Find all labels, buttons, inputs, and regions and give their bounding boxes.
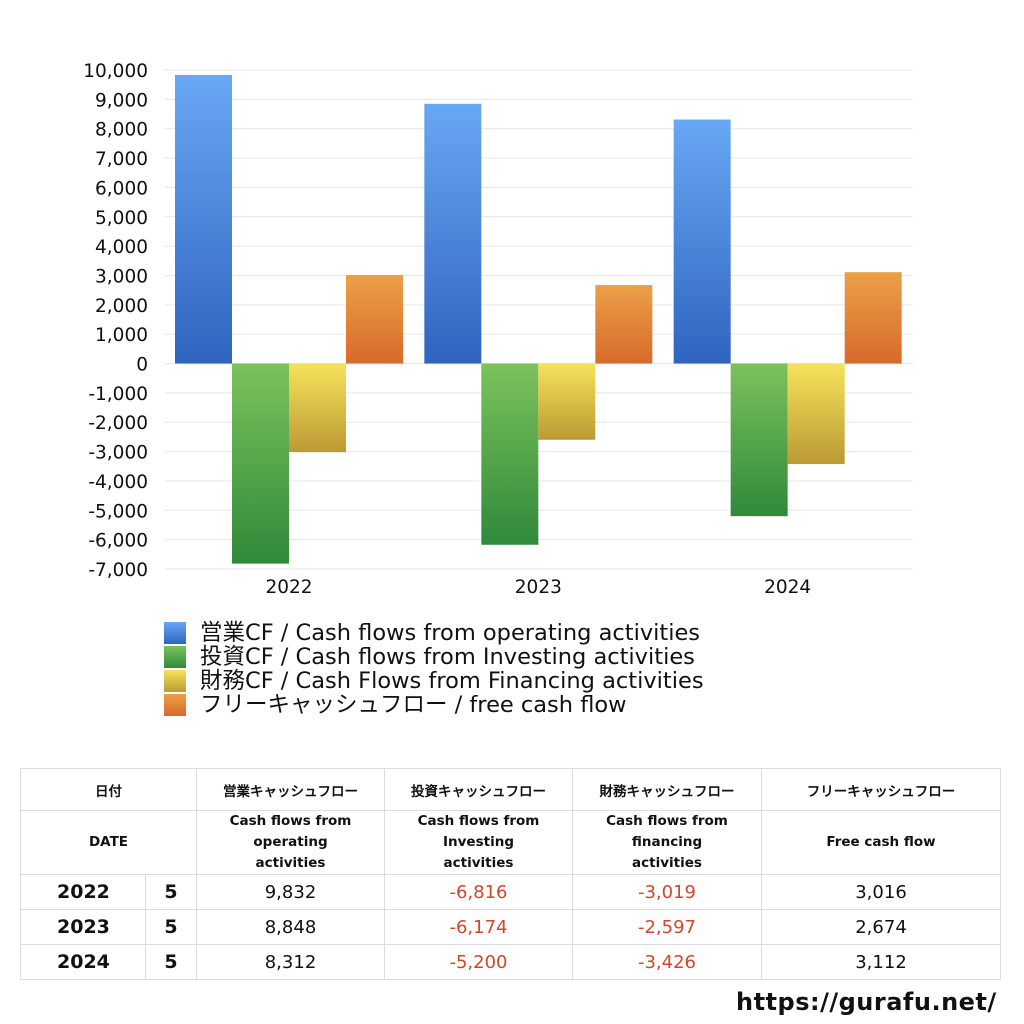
legend-label-free: フリーキャッシュフロー / free cash flow	[200, 692, 627, 718]
y-tick-label: 0	[136, 355, 148, 376]
y-axis-ticks: 10,000 9,000 8,000 7,000 6,000 5,000 4,000 3,00…	[83, 61, 148, 581]
legend-swatch-financing	[164, 670, 186, 692]
x-tick-label: 2022	[265, 577, 312, 598]
table-header-en: DATE Cash flows from operating activitie…	[20, 810, 1001, 875]
header-financing-jp: 財務キャッシュフロー	[572, 768, 762, 811]
row-free: 2,674	[761, 909, 1001, 945]
y-tick-label: 9,000	[95, 90, 148, 111]
row-free: 3,016	[761, 874, 1001, 910]
y-tick-label: 1,000	[95, 325, 148, 346]
header-financing-en-text: Cash flows from financing activities	[606, 813, 728, 871]
header-operating-en: Cash flows from operating activities	[196, 810, 385, 875]
row-financing: -2,597	[572, 909, 762, 945]
bar-investing-2024	[730, 363, 788, 517]
legend-label-operating: 営業CF / Cash flows from operating activit…	[200, 620, 701, 646]
bar-operating-2024	[673, 119, 731, 364]
row-free: 3,112	[761, 944, 1001, 980]
legend-item-investing: 投資CF / Cash flows from Investing activit…	[164, 645, 704, 669]
bar-financing-2024	[787, 363, 845, 465]
y-tick-label: 5,000	[95, 208, 148, 229]
legend-swatch-operating	[164, 622, 186, 644]
legend-item-financing: 財務CF / Cash Flows from Financing activit…	[164, 669, 704, 693]
row-investing: -5,200	[384, 944, 573, 980]
y-tick-label: 6,000	[95, 178, 148, 199]
bar-free-2023	[595, 285, 653, 364]
site-url[interactable]: https://gurafu.net/	[736, 988, 997, 1016]
bar-operating-2023	[424, 103, 482, 364]
row-year: 2022	[20, 874, 146, 910]
x-tick-label: 2023	[515, 577, 562, 598]
bar-free-2024	[844, 272, 902, 364]
bar-investing-2022	[232, 363, 289, 564]
y-tick-label: 8,000	[95, 120, 148, 141]
y-tick-label: 4,000	[95, 237, 148, 258]
y-tick-label: -7,000	[88, 560, 148, 581]
row-operating: 9,832	[196, 874, 385, 910]
chart-bars	[175, 74, 902, 564]
header-operating-jp: 営業キャッシュフロー	[196, 768, 385, 811]
row-operating: 8,848	[196, 909, 385, 945]
bar-operating-2022	[175, 74, 232, 364]
header-date-jp: 日付	[20, 768, 197, 811]
bar-investing-2023	[481, 363, 539, 545]
y-tick-label: 2,000	[95, 296, 148, 317]
row-month: 5	[145, 909, 197, 945]
y-tick-label: -4,000	[88, 472, 148, 493]
header-investing-jp: 投資キャッシュフロー	[384, 768, 573, 811]
legend-item-free: フリーキャッシュフロー / free cash flow	[164, 693, 704, 717]
legend-swatch-free	[164, 694, 186, 716]
legend-label-investing: 投資CF / Cash flows from Investing activit…	[200, 644, 695, 670]
header-free-jp: フリーキャッシュフロー	[761, 768, 1001, 811]
x-axis-ticks: 2022 2023 2024	[265, 577, 811, 598]
y-tick-label: -5,000	[88, 501, 148, 522]
header-investing-en: Cash flows from Investing activities	[384, 810, 573, 875]
row-investing: -6,174	[384, 909, 573, 945]
row-month: 5	[145, 874, 197, 910]
header-date-en: DATE	[20, 810, 197, 875]
header-investing-en-text: Cash flows from Investing activities	[417, 813, 540, 871]
cash-flow-chart: 10,000 9,000 8,000 7,000 6,000 5,000 4,000 3,00…	[83, 61, 913, 598]
y-tick-label: 3,000	[95, 266, 148, 287]
y-tick-label: -6,000	[88, 531, 148, 552]
table-header-jp: 日付 営業キャッシュフロー 投資キャッシュフロー 財務キャッシュフロー フリーキ…	[20, 768, 1001, 811]
header-free-en: Free cash flow	[761, 810, 1001, 875]
y-tick-label: -2,000	[88, 413, 148, 434]
table-row: 2023 5 8,848 -6,174 -2,597 2,674	[20, 909, 1001, 945]
row-investing: -6,816	[384, 874, 573, 910]
row-year: 2023	[20, 909, 146, 945]
row-financing: -3,426	[572, 944, 762, 980]
y-tick-label: 7,000	[95, 149, 148, 170]
cash-flow-table: 日付 営業キャッシュフロー 投資キャッシュフロー 財務キャッシュフロー フリーキ…	[20, 768, 1001, 980]
legend-item-operating: 営業CF / Cash flows from operating activit…	[164, 621, 704, 645]
row-year: 2024	[20, 944, 146, 980]
header-financing-en: Cash flows from financing activities	[572, 810, 762, 875]
y-tick-label: -1,000	[88, 384, 148, 405]
row-financing: -3,019	[572, 874, 762, 910]
row-operating: 8,312	[196, 944, 385, 980]
y-tick-label: 10,000	[83, 61, 148, 82]
y-tick-label: -3,000	[88, 443, 148, 464]
table-row: 2022 5 9,832 -6,816 -3,019 3,016	[20, 874, 1001, 910]
legend-label-financing: 財務CF / Cash Flows from Financing activit…	[200, 668, 704, 694]
x-tick-label: 2024	[764, 577, 811, 598]
chart-legend: 営業CF / Cash flows from operating activit…	[164, 621, 704, 717]
row-month: 5	[145, 944, 197, 980]
table-row: 2024 5 8,312 -5,200 -3,426 3,112	[20, 944, 1001, 980]
bar-financing-2022	[289, 363, 346, 453]
header-operating-en-text: Cash flows from operating activities	[229, 813, 352, 871]
legend-swatch-investing	[164, 646, 186, 668]
bar-free-2022	[346, 275, 403, 364]
bar-financing-2023	[538, 363, 596, 440]
